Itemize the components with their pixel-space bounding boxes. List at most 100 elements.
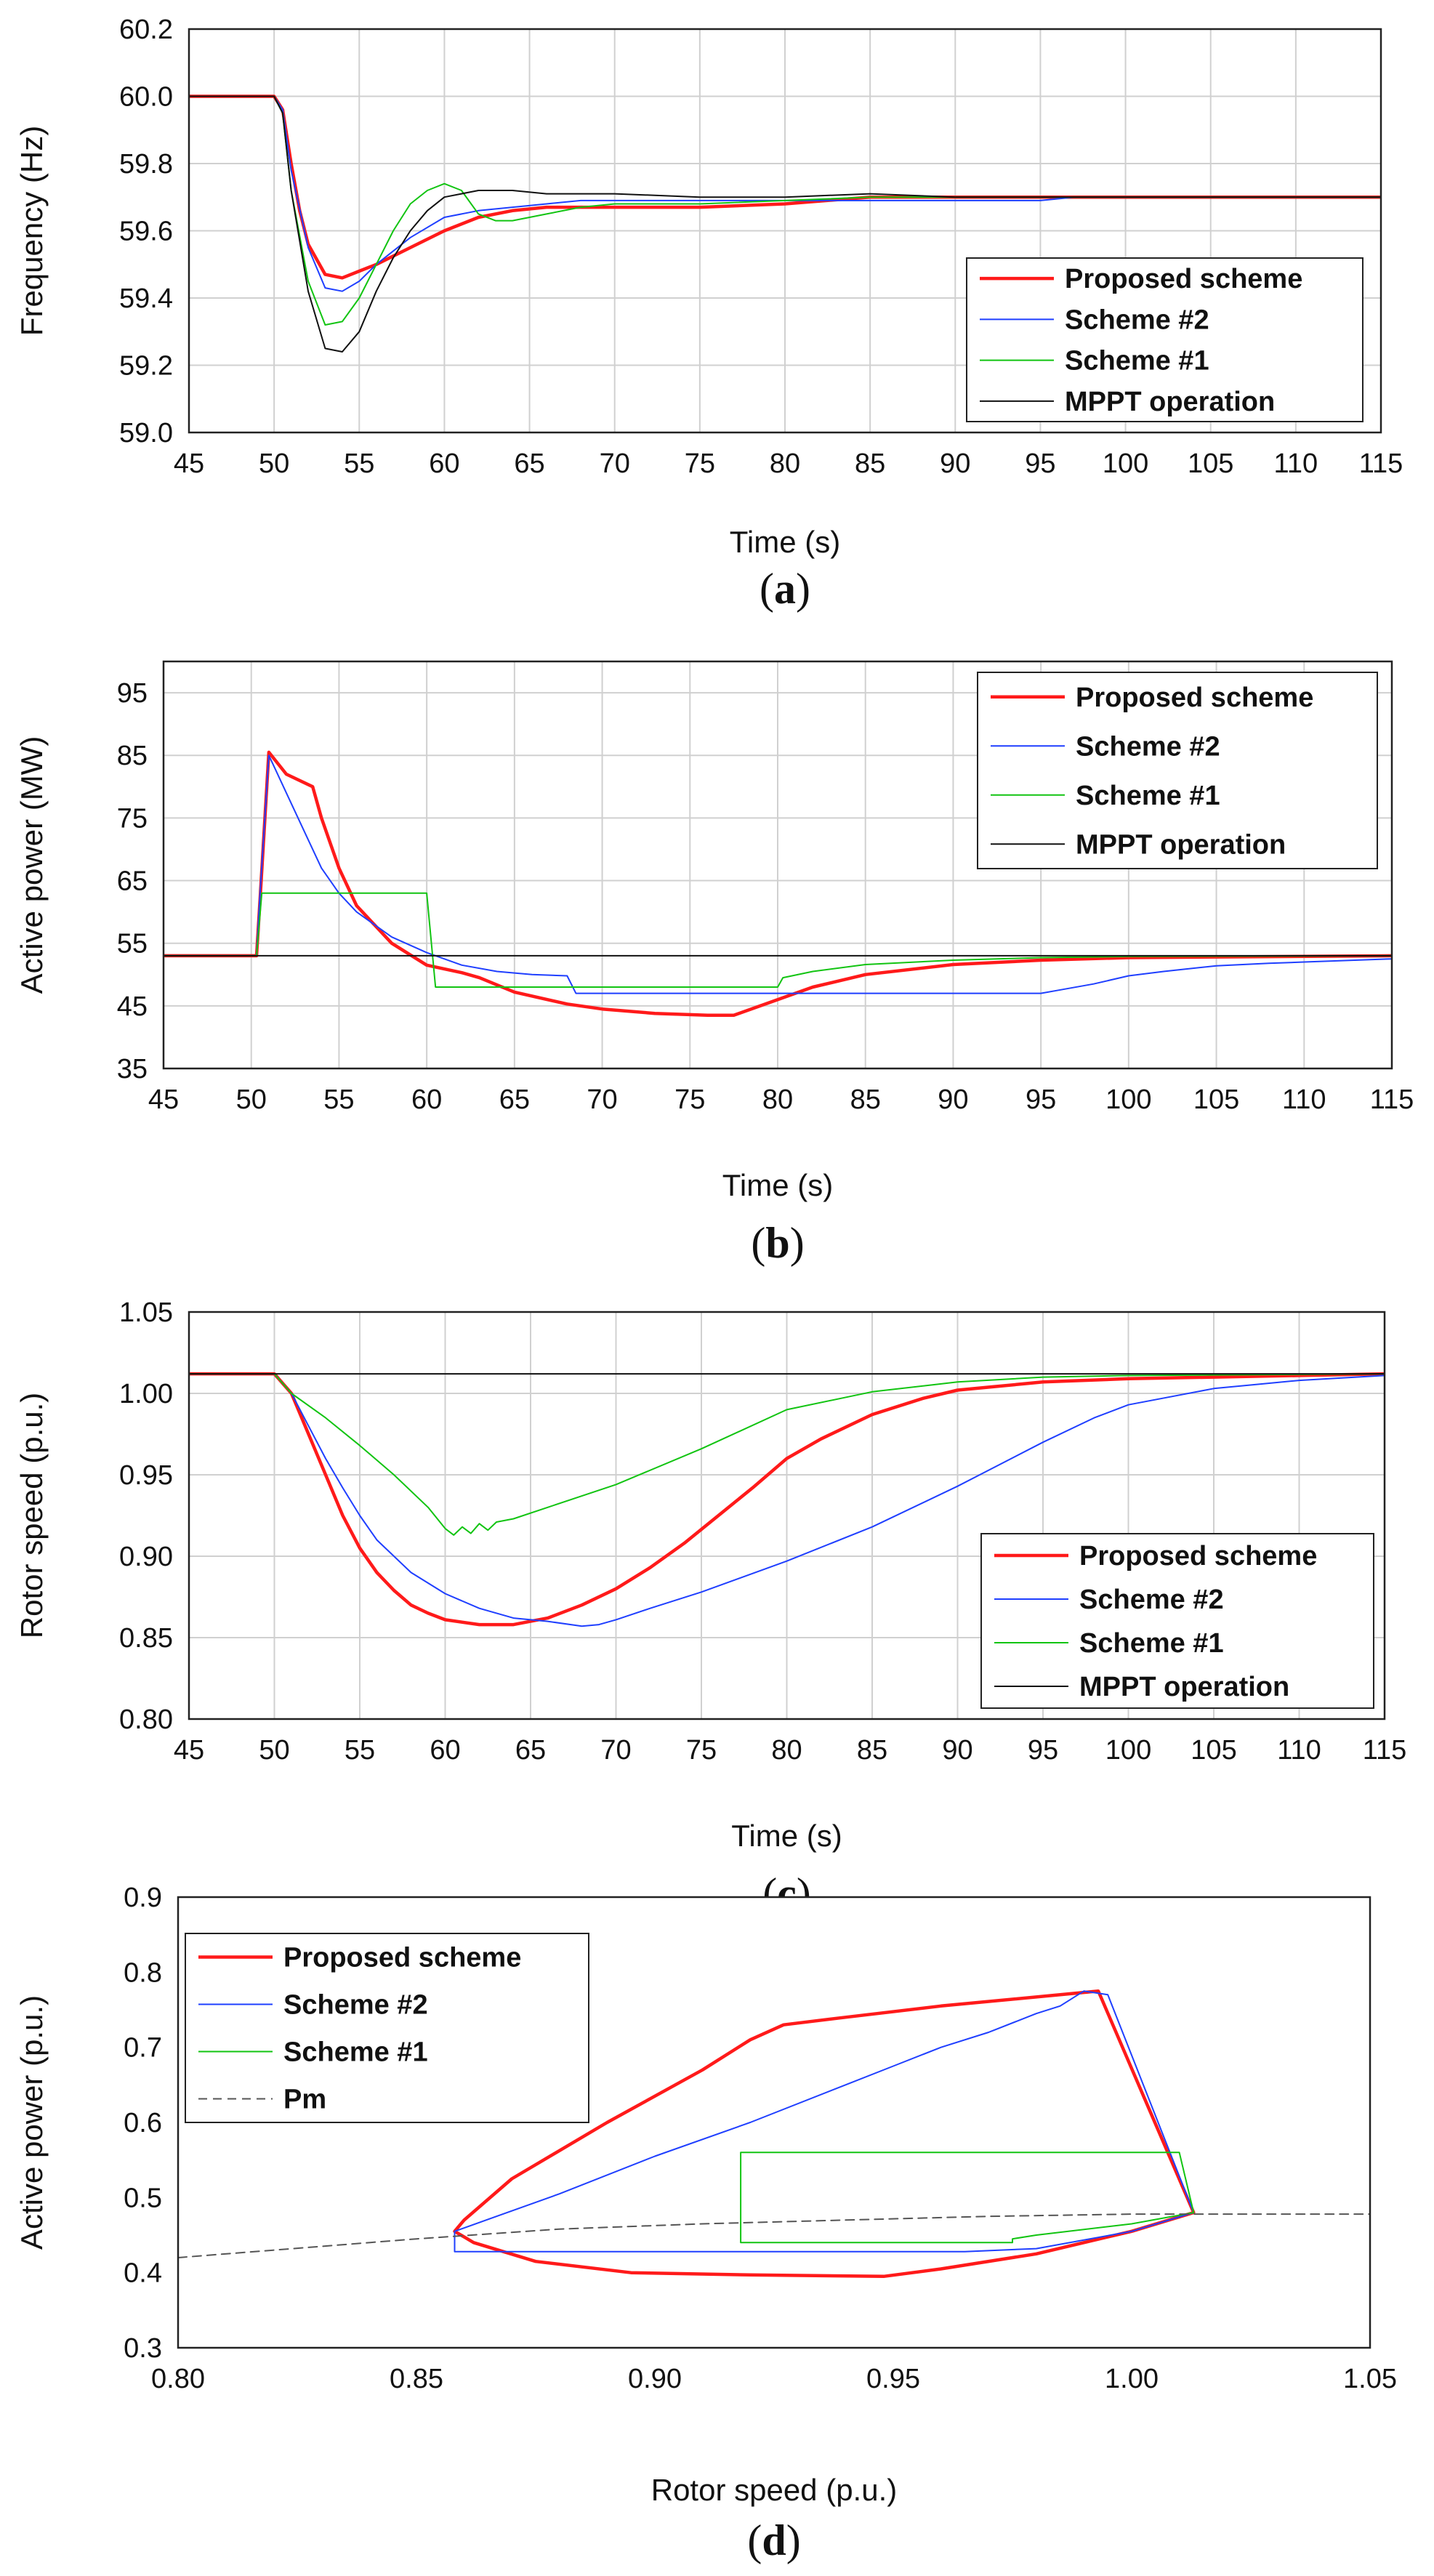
x-tick-label: 1.05 [1343,2364,1397,2394]
legend-label: Proposed scheme [1065,264,1302,294]
series-line-scheme-1 [164,892,1392,988]
legend: Proposed scheme Scheme #2 Scheme #1 MPPT op… [980,1533,1374,1709]
x-tick-label: 0.85 [390,2364,443,2394]
legend-label: Scheme #2 [1065,305,1209,335]
x-tick-label: 55 [345,1735,375,1766]
y-tick-label: 0.8 [124,1957,162,1988]
series-line-scheme-1 [189,1373,1385,1536]
legend-label: Pm [283,2085,326,2115]
x-tick-label: 1.00 [1105,2364,1159,2394]
legend-box [980,1533,1374,1709]
x-axis-title: Time (s) [722,1168,833,1202]
legend-label: Scheme #1 [1065,346,1209,377]
y-tick-label: 0.4 [124,2258,162,2289]
x-tick-label: 115 [1359,448,1403,479]
chart-panel-b: 45 50 55 60 65 70 75 80 85 90 95 100 105 110 115354555… [15,660,1414,1267]
chart-panel-d: 0.80 0.85 0.90 0.95 1.00 1.05 0.3 0.4 0.5 0.6 0.7 0… [15,1883,1397,2564]
x-tick-label: 90 [942,1735,972,1766]
x-tick-label: 85 [850,1084,881,1115]
x-tick-label: 100 [1105,1084,1151,1115]
y-tick-label: 60.0 [119,82,173,113]
series-line-scheme-1 [740,2152,1195,2244]
legend: Proposed scheme Scheme #2 Scheme #1 MPPT op… [977,672,1378,869]
x-tick-label: 60 [411,1084,442,1115]
x-tick-label: 45 [174,448,204,479]
x-tick-label: 95 [1028,1735,1058,1766]
legend-label: Scheme #2 [1079,1585,1224,1615]
series-line-scheme-2 [164,754,1392,994]
y-tick-label: 59.8 [119,149,173,180]
y-axis-title: Rotor speed (p.u.) [15,1393,49,1639]
x-tick-label: 85 [857,1735,887,1766]
y-axis-title: Active power (p.u.) [15,1995,49,2250]
x-tick-label: 0.90 [628,2364,682,2394]
y-tick-label: 85 [117,741,148,771]
x-tick-label: 70 [600,448,630,479]
legend: Proposed scheme Scheme #2 Scheme #1 MPPT op… [966,257,1363,422]
x-tick-label: 110 [1274,448,1318,479]
x-tick-label: 45 [148,1084,179,1115]
x-tick-label: 70 [587,1084,617,1115]
panel-label-close: ) [786,2516,801,2564]
y-tick-label: 0.95 [119,1460,173,1491]
panel-label-open: ( [751,1219,765,1267]
panel-label-open: ( [760,565,774,613]
y-tick-label: 45 [117,991,148,1022]
legend-label: Scheme #2 [1076,731,1220,762]
legend-box [977,672,1378,869]
legend-label: Scheme #2 [283,1990,428,2021]
x-tick-label: 95 [1025,448,1055,479]
legend-label: Scheme #1 [283,2037,428,2068]
x-tick-label: 50 [259,448,289,479]
series-line-mppt-operation [189,95,1381,353]
y-tick-label: 0.7 [124,2033,162,2064]
plot-frame [162,660,1393,1070]
x-tick-label: 65 [515,1735,546,1766]
legend-label: Proposed scheme [283,1943,521,1973]
x-tick-label: 70 [600,1735,631,1766]
x-tick-label: 90 [938,1084,968,1115]
x-tick-label: 65 [514,448,544,479]
y-tick-label: 59.0 [119,418,173,448]
x-tick-label: 105 [1188,448,1233,479]
x-tick-label: 85 [855,448,885,479]
series-line-proposed-scheme [453,1989,1196,2279]
chart-panel-a: 45 50 55 60 65 70 75 80 85 90 95 100 105 110 115 59.0 59… [15,15,1403,613]
series-line-scheme-2 [189,1373,1385,1627]
x-tick-label: 110 [1277,1735,1321,1766]
x-tick-label: 95 [1026,1084,1056,1115]
series-line-scheme-2 [454,1990,1195,2253]
y-axis-title: Frequency (Hz) [15,126,49,336]
x-tick-label: 0.80 [151,2364,205,2394]
y-tick-label: 0.5 [124,2183,162,2213]
x-tick-label: 110 [1282,1084,1326,1115]
x-axis-title: Time (s) [730,525,840,559]
y-tick-label: 0.80 [119,1704,173,1735]
series-line-pm [178,2213,1370,2258]
x-tick-label: 60 [430,1735,460,1766]
y-tick-label: 0.85 [119,1623,173,1654]
plot-frame [188,1311,1386,1720]
x-tick-label: 55 [344,448,374,479]
legend-label: Scheme #1 [1076,781,1220,811]
y-tick-label: 1.00 [119,1379,173,1409]
x-tick-label: 80 [762,1084,793,1115]
x-axis-title: Time (s) [731,1819,842,1853]
y-tick-label: 0.3 [124,2333,162,2364]
y-tick-label: 0.6 [124,2108,162,2138]
y-tick-label: 1.05 [119,1297,173,1328]
panel-label: (b) [751,1219,804,1267]
panel-label: (a) [760,565,810,613]
chart-panel-c: 45 50 55 60 65 70 75 80 85 90 95 100 105 110 115 0.80 0.… [15,1297,1406,1917]
x-tick-label: 55 [323,1084,354,1115]
y-tick-label: 59.2 [119,351,173,382]
x-tick-label: 115 [1370,1084,1414,1115]
legend-label: MPPT operation [1076,829,1286,860]
panel-label-letter: b [765,1219,789,1267]
y-axis-title: Active power (MW) [15,736,49,994]
legend-label: MPPT operation [1065,387,1275,417]
x-tick-label: 80 [770,448,800,479]
y-tick-label: 0.9 [124,1883,162,1913]
x-tick-label: 0.95 [866,2364,920,2394]
series-line-scheme-2 [189,95,1381,292]
